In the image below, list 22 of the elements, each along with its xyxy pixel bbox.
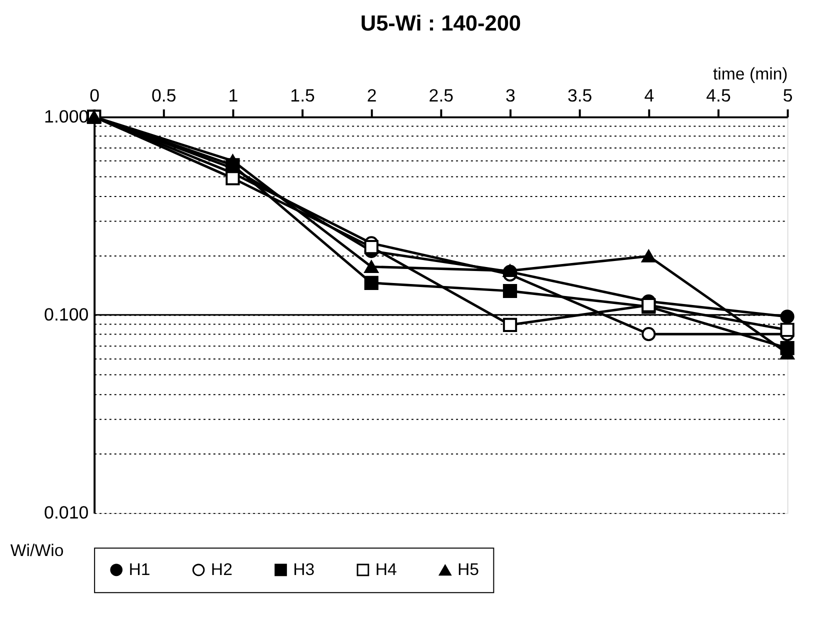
- legend-label: H1: [128, 560, 150, 579]
- x-tick-label: 2: [366, 85, 377, 106]
- y-tick-label: 0.100: [44, 304, 89, 324]
- legend-label: H4: [375, 560, 397, 579]
- chart-title: U5-Wi : 140-200: [360, 10, 522, 36]
- x-tick-label: 0: [90, 85, 100, 106]
- legend-label: H3: [293, 560, 315, 579]
- x-tick-label: 3.5: [567, 85, 592, 106]
- legend-label: H5: [458, 560, 480, 580]
- y-tick-label: 0.010: [44, 502, 89, 522]
- x-tick-label: 4.5: [706, 85, 731, 106]
- x-tick-label: 1: [228, 85, 238, 106]
- y-axis-title: Wi/Wio: [10, 541, 64, 560]
- y-tick-label: 1.000: [44, 106, 89, 126]
- x-tick-label: 1.5: [290, 85, 316, 106]
- x-tick-label: 0.5: [152, 85, 176, 106]
- x-axis-title: time (min): [713, 64, 788, 84]
- legend-label: H2: [210, 560, 232, 579]
- x-tick-label: 3: [506, 85, 516, 106]
- x-tick-label: 2.5: [428, 85, 454, 106]
- x-tick-label: 5: [782, 85, 793, 106]
- x-tick-label: 4: [644, 85, 654, 106]
